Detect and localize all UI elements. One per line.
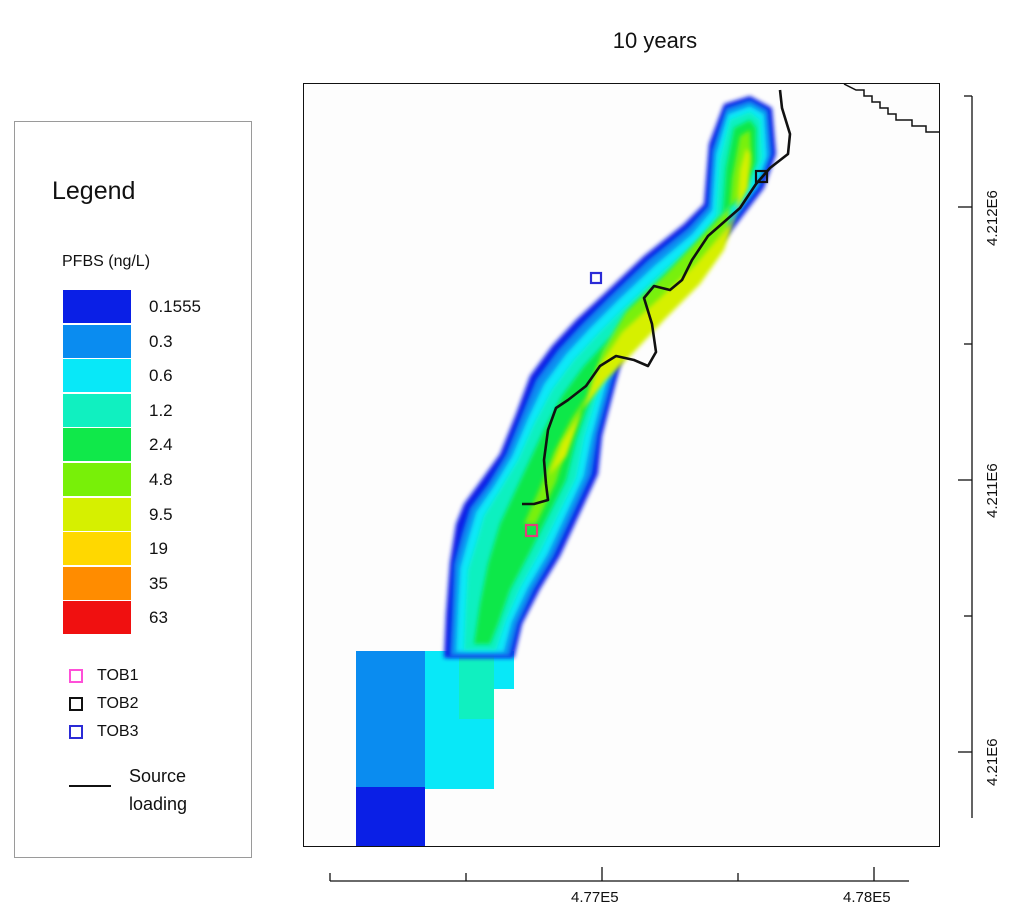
square-marker-icon	[69, 724, 83, 739]
class-label: 1.2	[149, 400, 173, 420]
legend-tob1: TOB1	[69, 667, 139, 685]
class-label: 0.6	[149, 366, 173, 386]
plume-map	[356, 84, 939, 846]
y-tick-label: 4.211E6	[984, 463, 1001, 518]
grid-cell	[356, 787, 425, 846]
domain-boundary	[843, 84, 939, 133]
source-label: Source loading	[129, 766, 188, 814]
class-label: 63	[149, 608, 168, 628]
class-label: 9.5	[149, 504, 173, 524]
class-label: 0.3	[149, 331, 173, 351]
map-canvas[interactable]	[303, 83, 940, 847]
swatch	[63, 462, 131, 496]
plume-band	[474, 120, 756, 644]
square-marker-icon	[69, 668, 83, 683]
swatch	[63, 393, 131, 427]
tob2-marker[interactable]	[754, 169, 769, 184]
class-label: 19	[149, 539, 168, 559]
swatch	[63, 359, 131, 393]
obs-label: TOB1	[97, 667, 139, 684]
legend-variable: PFBS (ng/L)	[62, 253, 151, 270]
class-label: 0.1555	[149, 297, 201, 316]
grid-cell	[494, 651, 514, 689]
x-tick-label: 4.78E5	[843, 889, 891, 906]
class-label: 2.4	[149, 435, 173, 455]
swatch	[63, 428, 131, 462]
swatch	[63, 566, 131, 600]
square-marker-icon	[69, 696, 83, 711]
map-title: 10 years	[612, 28, 698, 53]
legend-tob2: TOB2	[69, 695, 139, 713]
class-label: 35	[149, 573, 168, 593]
x-axis	[329, 867, 909, 882]
y-tick-label: 4.21E6	[984, 738, 1001, 786]
grid-cell	[425, 719, 494, 789]
grid-cell	[459, 651, 494, 719]
legend: Legend PFBS (ng/L) 0.1555 0.3 0.6 1.2 2.…	[14, 121, 252, 858]
y-axis	[958, 95, 973, 818]
tob1-marker[interactable]	[524, 523, 539, 538]
grid-cell	[356, 651, 425, 719]
line-symbol-icon	[69, 785, 111, 787]
source-loading-line	[522, 89, 792, 506]
swatch	[63, 497, 131, 531]
legend-tob3: TOB3	[69, 723, 139, 741]
swatch	[63, 532, 131, 566]
swatch	[63, 290, 131, 323]
grid-cell	[425, 651, 459, 719]
obs-label: TOB3	[97, 723, 139, 740]
swatch	[63, 324, 131, 358]
legend-title: Legend	[52, 177, 136, 205]
obs-label: TOB2	[97, 695, 139, 712]
grid-cell	[356, 719, 425, 787]
class-label: 4.8	[149, 469, 173, 489]
x-tick-label: 4.77E5	[571, 889, 619, 906]
tob3-marker[interactable]	[589, 271, 603, 285]
swatch	[63, 601, 131, 635]
y-tick-label: 4.212E6	[984, 190, 1001, 246]
